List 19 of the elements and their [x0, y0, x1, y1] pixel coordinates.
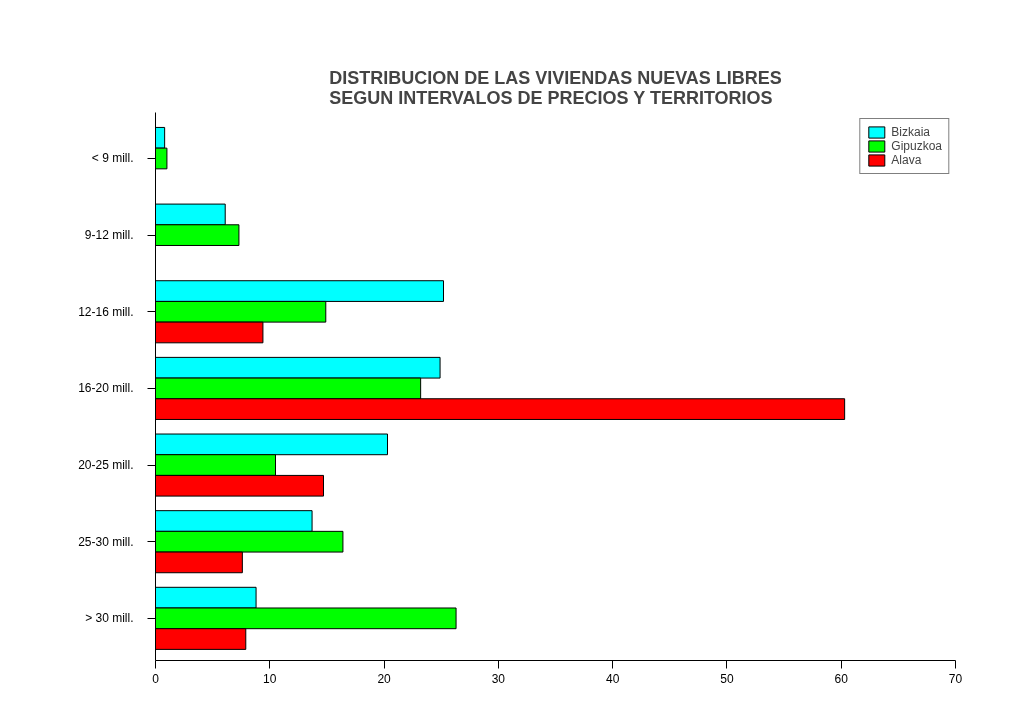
legend-label: Alava: [891, 153, 922, 167]
legend-label: Gipuzkoa: [891, 139, 942, 153]
y-tick-label: > 30 mill.: [85, 611, 134, 626]
x-tick-label: 70: [948, 671, 963, 686]
y-tick-label: 12-16 mill.: [78, 304, 134, 319]
x-tick-label: 20: [377, 671, 392, 686]
y-tick-label: 25-30 mill.: [78, 534, 134, 549]
x-tick-label: 40: [605, 671, 620, 686]
x-tick-label: 0: [152, 671, 160, 686]
y-tick-label: < 9 mill.: [91, 151, 134, 166]
y-tick-label: 20-25 mill.: [78, 458, 134, 473]
x-tick-label: 30: [491, 671, 506, 686]
y-tick-label: 9-12 mill.: [84, 228, 134, 243]
chart-title: DISTRIBUCION DE LAS VIVIENDAS NUEVAS LIBRES SEGUN INTERVALOS DE PRECIOS Y TERRITORIOS: [329, 67, 782, 108]
x-tick-label: 10: [263, 671, 277, 686]
x-tick-label: 60: [834, 671, 849, 686]
x-tick-label: 50: [720, 671, 734, 686]
y-tick-label: 16-20 mill.: [78, 381, 134, 396]
legend-label: Bizkaia: [891, 125, 930, 139]
